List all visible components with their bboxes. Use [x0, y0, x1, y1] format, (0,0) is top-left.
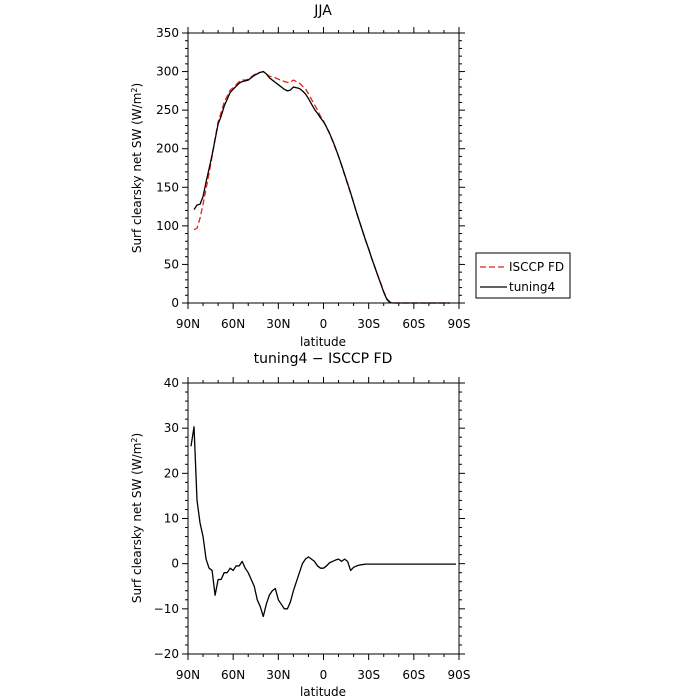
legend-label-isccp: ISCCP FD [509, 260, 564, 274]
y-tick-label: 0 [171, 557, 179, 571]
top-series [193, 70, 450, 304]
bottom-y-axis-label: Surf clearsky net SW (W/m2) [130, 433, 145, 603]
x-tick-label: 30N [266, 668, 290, 682]
bottom-y-axis-label-sup: 2 [130, 438, 139, 443]
top-y-axis-label-sup: 2 [130, 88, 139, 93]
bottom-series [190, 426, 456, 618]
bottom-x-axis-label: latitude [300, 685, 346, 699]
bottom-chart-title: tuning4 − ISCCP FD [254, 351, 393, 367]
x-tick-label: 0 [320, 668, 328, 682]
x-tick-label: 60S [402, 668, 425, 682]
y-tick-label: 40 [164, 376, 179, 390]
top-y-axis-label-main: Surf clearsky net SW (W/m [130, 93, 144, 254]
top-y-axis-label-end: ) [130, 83, 144, 88]
series-line [190, 426, 456, 618]
top-plot-frame [187, 32, 460, 304]
y-tick-label: 30 [164, 421, 179, 435]
top-ticks: 90N 60N 30N 0 30S 60S 90S 0 50 100 150 200 250 300 350 [156, 26, 470, 331]
series-line-isccp-fd [193, 70, 450, 304]
x-tick-label: 90S [448, 317, 471, 331]
x-tick-label: 90S [448, 668, 471, 682]
y-tick-label: 350 [156, 26, 179, 40]
x-tick-label: 90N [176, 317, 200, 331]
x-tick-label: 30N [266, 317, 290, 331]
y-tick-label: 150 [156, 180, 179, 194]
bottom-y-axis-label-main: Surf clearsky net SW (W/m [130, 443, 144, 604]
legend-box [475, 252, 571, 299]
y-tick-label: 100 [156, 219, 179, 233]
y-tick-label: −10 [154, 602, 179, 616]
legend-label-tuning4: tuning4 [509, 280, 555, 294]
y-tick-label: 50 [164, 257, 179, 271]
top-panel: JJA 90N 60N 30N 0 30S 60S 90S 0 50 100 150 200 250 30… [130, 3, 571, 349]
x-tick-label: 60N [221, 317, 245, 331]
top-x-axis-label: latitude [300, 335, 346, 349]
x-tick-label: 30S [357, 668, 380, 682]
top-y-axis-label: Surf clearsky net SW (W/m2) [130, 83, 145, 253]
x-tick-label: 60N [221, 668, 245, 682]
y-tick-label: 300 [156, 65, 179, 79]
bottom-plot-frame [187, 382, 460, 655]
y-tick-label: 0 [171, 296, 179, 310]
x-tick-label: 30S [357, 317, 380, 331]
y-tick-label: −20 [154, 647, 179, 661]
legend: ISCCP FD tuning4 [475, 252, 571, 299]
bottom-panel: tuning4 − ISCCP FD 90N 60N 30N 0 30S 60S 90S −2… [130, 351, 471, 699]
y-tick-label: 10 [164, 512, 179, 526]
x-tick-label: 0 [320, 317, 328, 331]
y-tick-label: 200 [156, 142, 179, 156]
top-chart-title: JJA [313, 3, 332, 19]
series-line-tuning4 [193, 70, 450, 304]
y-tick-label: 20 [164, 466, 179, 480]
x-tick-label: 90N [176, 668, 200, 682]
y-tick-label: 250 [156, 103, 179, 117]
x-tick-label: 60S [402, 317, 425, 331]
bottom-y-axis-label-end: ) [130, 433, 144, 438]
